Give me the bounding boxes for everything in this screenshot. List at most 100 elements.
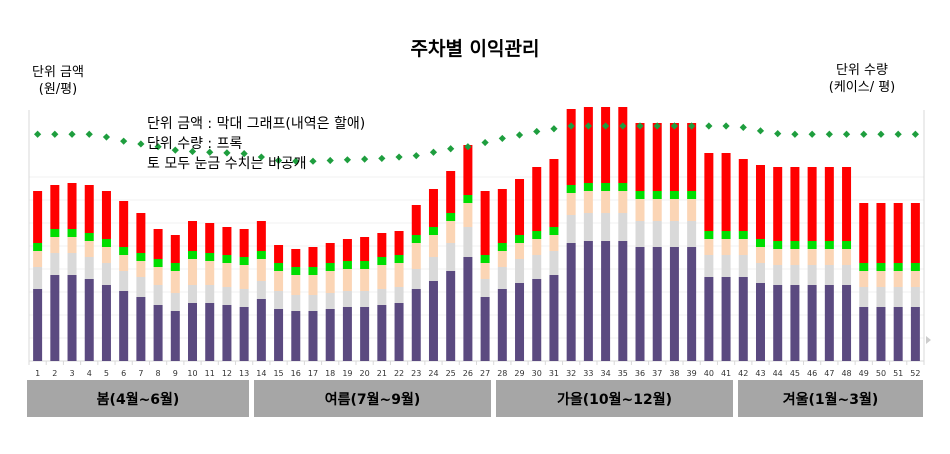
bar-segment-red: [84, 185, 94, 233]
bar-segment-purple: [532, 279, 542, 361]
x-tick-label: 19: [342, 369, 352, 378]
bar-segment-purple: [411, 289, 421, 361]
bar-segment-green: [360, 261, 370, 269]
bar-segment-peach: [101, 247, 111, 263]
quantity-marker: [240, 150, 248, 158]
x-tick-label: 27: [480, 369, 490, 378]
bar-segment-green: [566, 185, 576, 193]
bar-segment-red: [842, 167, 852, 241]
quantity-marker: [774, 129, 782, 138]
bar-segment-gray: [67, 253, 77, 275]
bar-segment-gray: [497, 267, 507, 289]
quantity-marker: [171, 146, 179, 154]
x-tick-label: 2: [52, 369, 57, 378]
bar-segment-peach: [721, 239, 731, 255]
x-tick-label: 46: [807, 369, 817, 378]
x-tick-label: 37: [652, 369, 662, 378]
note-line-1: 단위 금액 : 막대 그래프(내역은 할애): [147, 116, 366, 132]
bar-segment-red: [790, 167, 800, 241]
bar-segment-peach: [170, 271, 180, 293]
bar-segment-gray: [205, 285, 215, 303]
bar-segment-green: [170, 263, 180, 271]
quantity-marker: [860, 130, 868, 138]
bar-segment-red: [342, 239, 352, 261]
x-tick-label: 16: [291, 369, 301, 378]
bar-segment-purple: [239, 307, 249, 361]
bar-segment-peach: [824, 249, 834, 265]
bar-segment-purple: [755, 283, 765, 361]
bar-segment-gray: [222, 287, 232, 305]
bar-segment-peach: [222, 263, 232, 287]
quantity-marker: [550, 125, 558, 133]
bar-segment-red: [859, 203, 869, 263]
x-tick-label: 12: [222, 369, 232, 378]
bar-segment-gray: [618, 213, 628, 241]
bar-segment-red: [394, 231, 404, 255]
bar-segment-gray: [428, 257, 438, 281]
bar-segment-green: [859, 263, 869, 271]
x-tick-label: 13: [239, 369, 249, 378]
bar-segment-green: [790, 241, 800, 249]
bar-segment-gray: [515, 259, 525, 283]
x-tick-label: 52: [910, 369, 920, 378]
bar-segment-red: [170, 235, 180, 263]
x-tick-label: 44: [773, 369, 783, 378]
bar-segment-purple: [67, 275, 77, 361]
bar-segment-gray: [721, 255, 731, 277]
bar-segment-peach: [687, 199, 697, 221]
bar-segment-gray: [291, 295, 301, 311]
bar-segment-red: [101, 191, 111, 239]
bar-segment-red: [635, 123, 645, 191]
bar-segment-red: [669, 123, 679, 191]
bar-segment-gray: [188, 285, 198, 303]
bar-segment-red: [497, 189, 507, 243]
bar-segment-green: [205, 253, 215, 261]
x-tick-label: 28: [497, 369, 507, 378]
bar-segment-purple: [721, 277, 731, 361]
bar-segment-green: [738, 231, 748, 239]
quantity-marker: [825, 130, 833, 138]
season-spring: 봄(4월~6월): [27, 380, 249, 417]
bar-segment-gray: [910, 287, 920, 307]
quantity-marker: [343, 156, 352, 164]
quantity-marker: [292, 157, 300, 165]
quantity-marker: [533, 127, 541, 136]
bar-segment-peach: [876, 271, 886, 287]
x-tick-label: 23: [411, 369, 421, 378]
bar-segment-purple: [824, 285, 834, 361]
bar-segment-peach: [239, 265, 249, 289]
bar-segment-peach: [84, 241, 94, 257]
bar-segment-purple: [738, 277, 748, 361]
bar-segment-green: [188, 251, 198, 259]
bar-segment-purple: [308, 311, 318, 361]
bar-segment-red: [119, 201, 129, 247]
bar-segment-green: [153, 259, 163, 267]
bar-segment-red: [67, 183, 77, 229]
bar-segment-green: [687, 191, 697, 199]
bar-segment-purple: [910, 307, 920, 361]
bar-segment-red: [463, 145, 473, 195]
bar-segment-purple: [377, 305, 387, 361]
bar-segment-peach: [153, 267, 163, 285]
bar-segment-peach: [532, 239, 542, 255]
bar-segment-peach: [33, 251, 43, 267]
bar-segment-gray: [274, 291, 284, 309]
bar-segment-purple: [325, 309, 335, 361]
bar-segment-peach: [463, 203, 473, 227]
quantity-marker: [877, 130, 885, 138]
left-unit-label: 단위 금액 (원/평): [18, 64, 98, 98]
x-tick-label: 15: [273, 369, 283, 378]
bar-segment-green: [136, 253, 146, 261]
bar-segment-gray: [33, 267, 43, 289]
bar-segment-gray: [807, 265, 817, 285]
bar-segment-red: [566, 109, 576, 185]
quantity-marker: [756, 127, 765, 135]
bar-segment-red: [910, 203, 920, 263]
bar-segment-gray: [549, 251, 559, 275]
quantity-marker: [326, 156, 334, 165]
bar-segment-purple: [274, 309, 284, 361]
quantity-marker: [34, 130, 42, 138]
bar-segment-gray: [119, 271, 129, 291]
x-tick-label: 4: [87, 369, 92, 378]
bar-segment-gray: [101, 263, 111, 285]
